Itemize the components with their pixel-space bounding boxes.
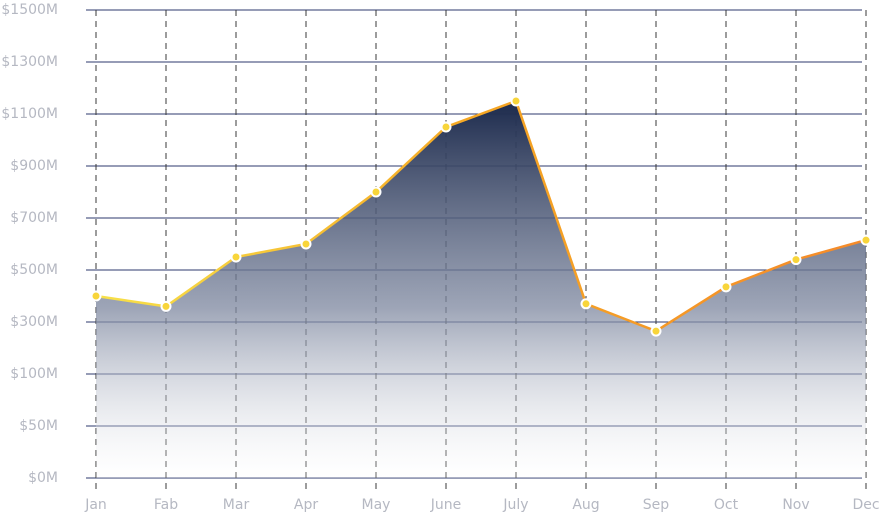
y-tick-label: $1100M — [1, 106, 58, 122]
point — [90, 290, 102, 302]
y-tick-label: $0M — [28, 470, 58, 486]
x-tick-label: May — [362, 497, 391, 513]
y-tick-label: $700M — [10, 210, 58, 226]
x-tick-label: July — [502, 497, 528, 513]
x-tick-label: Dec — [852, 497, 879, 513]
y-tick-label: $500M — [10, 262, 58, 278]
point — [300, 238, 312, 250]
x-tick-label: Mar — [223, 497, 250, 513]
point — [650, 325, 662, 337]
point — [510, 95, 522, 107]
area — [96, 101, 866, 478]
point — [580, 298, 592, 310]
y-tick-label: $900M — [10, 158, 58, 174]
point — [370, 186, 382, 198]
x-tick-label: Aug — [572, 497, 599, 513]
line — [95, 99, 867, 333]
x-tick-label: June — [430, 497, 462, 513]
y-tick-label: $1500M — [1, 2, 58, 18]
x-tick-label: Fab — [154, 497, 178, 513]
x-tick-label: Sep — [643, 497, 670, 513]
point — [440, 121, 452, 133]
x-tick-label: Apr — [294, 497, 318, 513]
y-tick-label: $1300M — [1, 54, 58, 70]
point — [790, 254, 802, 266]
point — [230, 251, 242, 263]
point — [860, 234, 872, 246]
x-tick-label: Nov — [782, 497, 809, 513]
y-tick-label: $50M — [19, 418, 58, 434]
y-tick-label: $100M — [10, 366, 58, 382]
y-tick-label: $300M — [10, 314, 58, 330]
point — [160, 300, 172, 312]
x-tick-label: Oct — [714, 497, 739, 513]
x-tick-label: Jan — [84, 497, 107, 513]
point — [720, 281, 732, 293]
